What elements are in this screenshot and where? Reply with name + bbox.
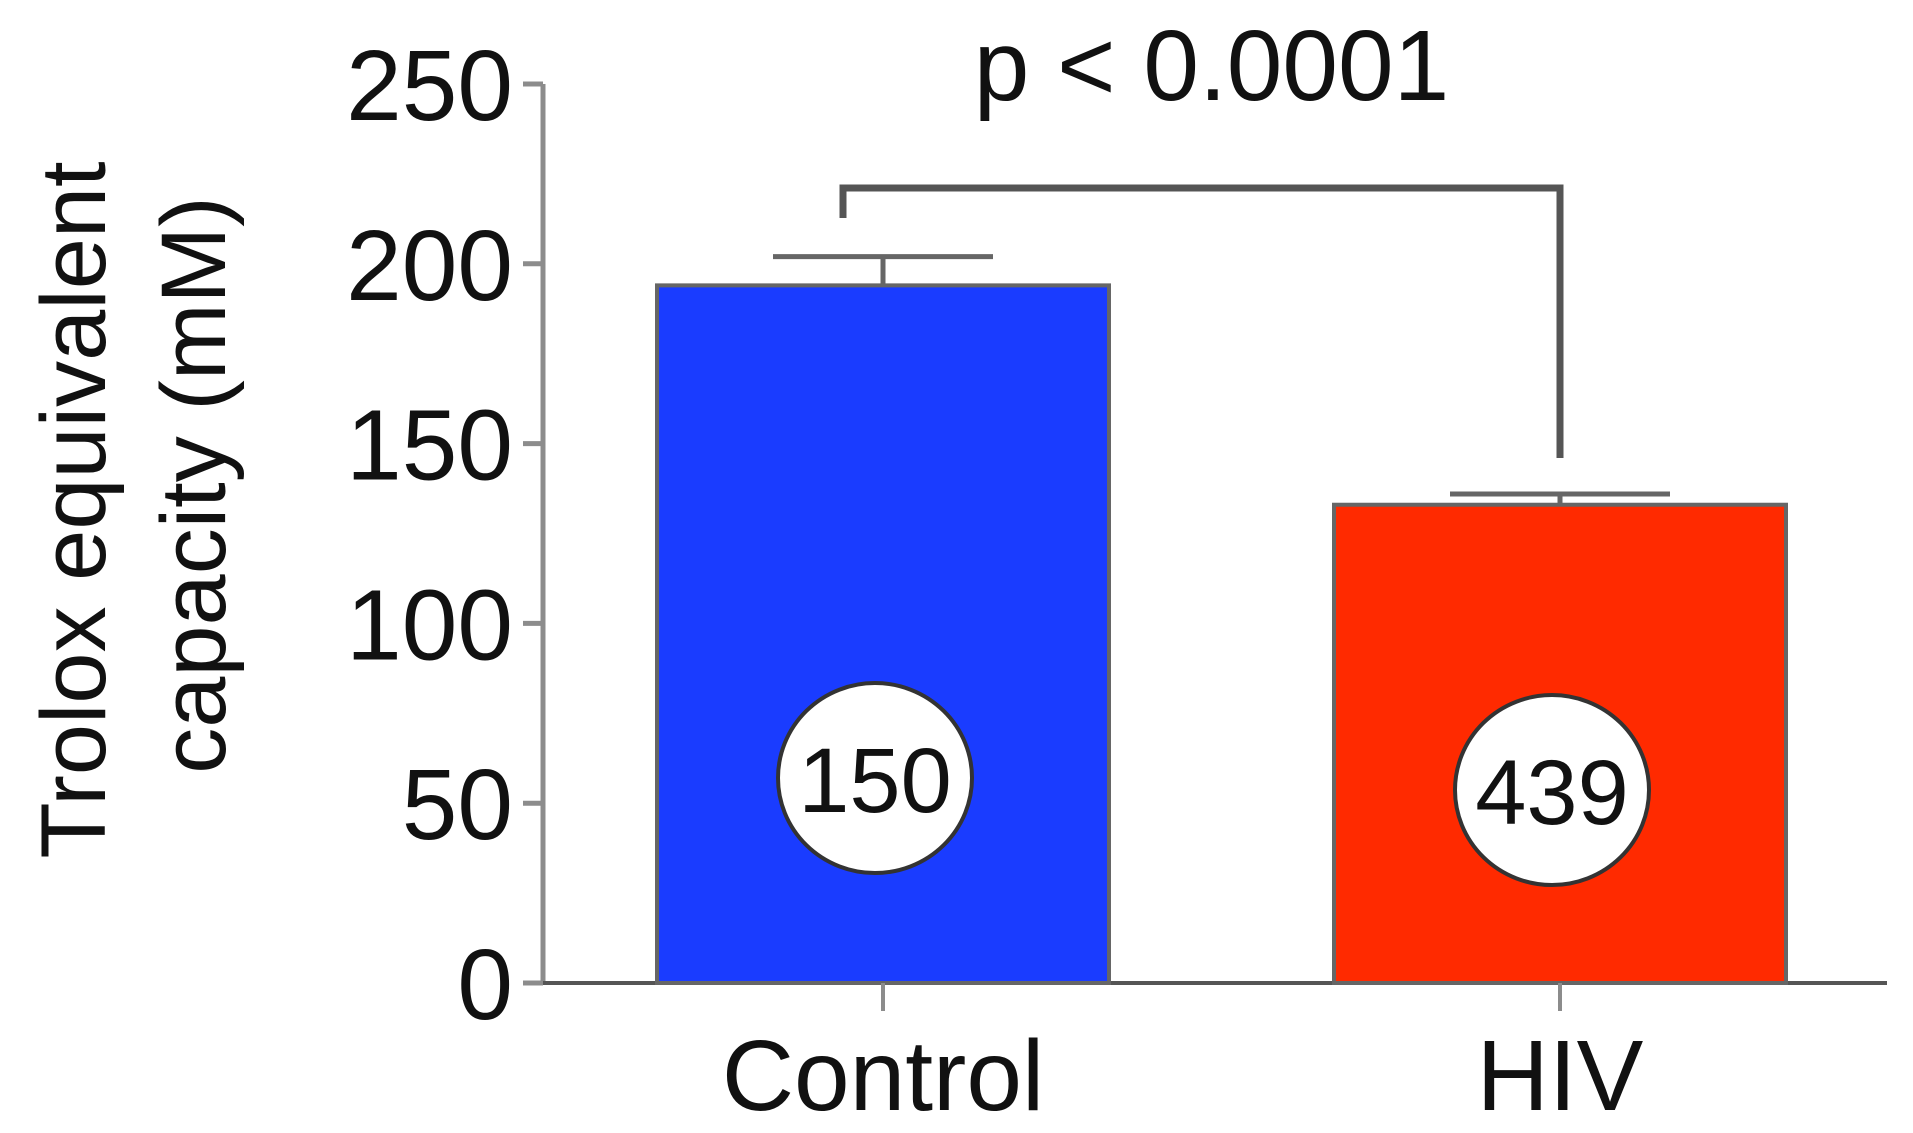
y-axis-title-line-2: capacity (mM) xyxy=(143,196,245,774)
bars xyxy=(655,283,1788,986)
y-tick-label-100: 100 xyxy=(346,569,513,681)
y-axis-title-line-1: Trolox equivalent xyxy=(23,161,125,858)
p-value-label: p < 0.0001 xyxy=(974,10,1449,122)
sample-size-label-control: 150 xyxy=(798,730,952,832)
sample-size-circle-control xyxy=(776,681,974,876)
x-tick-label-hiv: HIV xyxy=(1477,1020,1644,1132)
sample-size-label-hiv: 439 xyxy=(1475,742,1629,844)
x-tick-label-control: Control xyxy=(722,1020,1044,1132)
y-axis-ticks: 0 50 100 150 200 250 xyxy=(346,30,543,1041)
x-axis-ticks: Control HIV xyxy=(722,983,1644,1132)
error-bars xyxy=(773,254,1670,505)
y-tick-label-50: 50 xyxy=(402,749,513,861)
sample-size-circle-hiv xyxy=(1453,693,1651,888)
y-tick-label-150: 150 xyxy=(346,390,513,502)
bar-control xyxy=(655,283,1111,986)
significance-bracket xyxy=(839,184,1564,458)
y-tick-label-0: 0 xyxy=(457,929,513,1041)
y-axis-title: Trolox equivalent capacity (mM) xyxy=(23,161,245,858)
y-tick-label-200: 200 xyxy=(346,210,513,322)
y-tick-label-250: 250 xyxy=(346,30,513,142)
significance-annotation: p < 0.0001 xyxy=(839,10,1564,458)
sample-size-labels: 150 439 xyxy=(776,681,1651,888)
